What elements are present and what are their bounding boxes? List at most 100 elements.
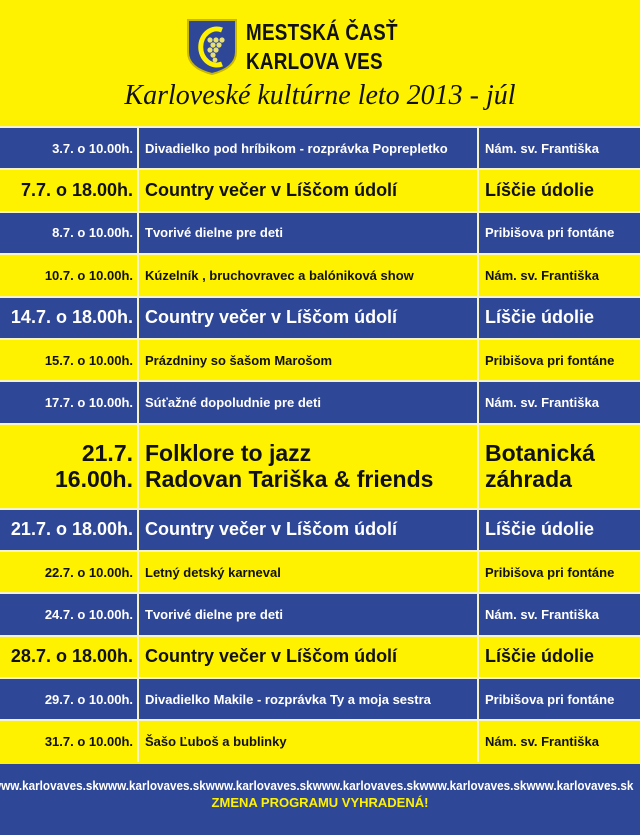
event-row: 14.7. o 18.00h. Country večer v Líščom úd… xyxy=(0,295,640,338)
event-date: 14.7. o 18.00h. xyxy=(0,297,139,338)
event-venue-text: záhrada xyxy=(485,466,572,493)
event-title-text: Country večer v Líščom údolí xyxy=(145,519,398,540)
event-venue-text: Nám. sv. Františka xyxy=(485,734,599,750)
event-title-text: Country večer v Líščom údolí xyxy=(145,180,398,201)
event-title: Divadielko pod hríbikom - rozprávka Popr… xyxy=(139,128,479,169)
poster-header: MESTSKÁ ČASŤ KARLOVA VES Karloveské kult… xyxy=(0,0,640,126)
event-title: Country večer v Líščom údolí xyxy=(139,636,479,678)
event-date-text: 17.7. o 10.00h. xyxy=(44,395,133,411)
event-venue: Pribišova pri fontáne xyxy=(479,213,640,253)
event-venue-text: Líščie údolie xyxy=(485,307,595,328)
event-title-text: Prázdniny so šašom Marošom xyxy=(145,352,333,368)
website-link[interactable]: www.karlovaves.sk xyxy=(205,778,313,793)
event-title: Prázdniny so šašom Marošom xyxy=(139,339,479,381)
event-title-text: Country večer v Líščom údolí xyxy=(145,646,398,667)
event-title: Tvorivé dielne pre deti xyxy=(139,212,479,254)
event-row: 21.7. o 18.00h. Country večer v Líščom úd… xyxy=(0,507,640,550)
org-line-2: KARLOVA VES xyxy=(246,48,383,74)
event-row: 17.7. o 10.00h. Súťažné dopoludnie pre de… xyxy=(0,380,640,423)
event-date-text: 31.7. o 10.00h. xyxy=(44,734,133,750)
event-date: 29.7. o 10.00h. xyxy=(0,679,139,720)
event-date: 3.7. o 10.00h. xyxy=(0,128,139,169)
event-venue-text: Pribišova pri fontáne xyxy=(485,352,615,368)
event-title-text: Letný detský karneval xyxy=(145,564,281,580)
footer: www.karlovaves.sk www.karlovaves.sk www.… xyxy=(0,764,640,835)
event-date-text: 28.7. o 18.00h. xyxy=(10,646,133,667)
event-venue: Pribišova pri fontáne xyxy=(479,552,640,592)
event-venue-text: Nám. sv. Františka xyxy=(485,267,599,283)
event-row: 7.7. o 18.00h. Country večer v Líščom údo… xyxy=(0,168,640,211)
org-line-1: MESTSKÁ ČASŤ xyxy=(246,19,398,45)
event-date: 10.7. o 10.00h. xyxy=(0,255,139,296)
event-venue-text: Nám. sv. Františka xyxy=(485,395,599,411)
event-venue: Nám. sv. Františka xyxy=(479,128,640,168)
website-link[interactable]: www.karlovaves.sk xyxy=(0,778,99,793)
event-title-text: Folklore to jazz xyxy=(145,440,312,467)
event-date-text: 22.7. o 10.00h. xyxy=(44,564,133,580)
event-title: Divadielko Makile - rozprávka Ty a moja … xyxy=(139,679,479,720)
event-title: Tvorivé dielne pre deti xyxy=(139,594,479,635)
website-links: www.karlovaves.sk www.karlovaves.sk www.… xyxy=(0,778,633,793)
event-date: 8.7. o 10.00h. xyxy=(0,212,139,254)
event-venue: Líščie údolie xyxy=(479,510,640,550)
event-venue: Líščie údolie xyxy=(479,637,640,677)
event-title-text: Country večer v Líščom údolí xyxy=(145,307,398,328)
event-date: 31.7. o 10.00h. xyxy=(0,721,139,762)
event-title-text: Tvorivé dielne pre deti xyxy=(145,607,283,622)
event-date-text: 14.7. o 18.00h. xyxy=(10,307,133,328)
event-date-text: 24.7. o 10.00h. xyxy=(44,607,133,622)
event-venue: Líščie údolie xyxy=(479,170,640,210)
event-date: 17.7. o 10.00h. xyxy=(0,382,139,423)
event-title: Kúzelník , bruchovravec a balóniková sho… xyxy=(139,255,479,296)
program-change-note: ZMENA PROGRAMU VYHRADENÁ! xyxy=(211,795,429,810)
website-link[interactable]: www.karlovaves.sk xyxy=(526,778,634,793)
event-venue-text: Pribišova pri fontáne xyxy=(485,691,615,707)
event-date: 21.7. o 18.00h. xyxy=(0,509,139,550)
event-title-text: Divadielko pod hríbikom - rozprávka Popr… xyxy=(145,140,448,156)
event-title: Country večer v Líščom údolí xyxy=(139,509,479,550)
event-date: 28.7. o 18.00h. xyxy=(0,636,139,678)
event-venue-text: Líščie údolie xyxy=(485,646,595,667)
coat-of-arms-icon xyxy=(187,19,237,76)
event-title-text: Radovan Tariška & friends xyxy=(145,466,434,493)
event-venue-text: Pribišova pri fontáne xyxy=(485,564,615,580)
event-row: 28.7. o 18.00h. Country večer v Líščom úd… xyxy=(0,634,640,678)
event-row: 10.7. o 10.00h. Kúzelník , bruchovravec a… xyxy=(0,253,640,296)
event-date-text: 3.7. o 10.00h. xyxy=(52,140,133,156)
event-row: 3.7. o 10.00h. Divadielko pod hríbikom - … xyxy=(0,126,640,169)
website-link[interactable]: www.karlovaves.sk xyxy=(98,778,206,793)
website-link[interactable]: www.karlovaves.sk xyxy=(419,778,527,793)
event-title: Súťažné dopoludnie pre deti xyxy=(139,382,479,423)
website-link[interactable]: www.karlovaves.sk xyxy=(312,778,420,793)
event-date: 24.7. o 10.00h. xyxy=(0,594,139,635)
event-date-text: 8.7. o 10.00h. xyxy=(52,225,133,241)
event-title: Letný detský karneval xyxy=(139,551,479,593)
event-venue-text: Nám. sv. Františka xyxy=(485,140,599,156)
event-row: 21.7. 16.00h. Folklore to jazz Radovan Tari… xyxy=(0,422,640,508)
event-title: Šašo Ľuboš a bublinky xyxy=(139,721,479,762)
event-row: 24.7. o 10.00h. Tvorivé dielne pre deti Ná… xyxy=(0,592,640,635)
event-date-text: 21.7. xyxy=(81,440,133,467)
event-venue-text: Pribišova pri fontáne xyxy=(485,225,615,241)
event-venue-text: Nám. sv. Františka xyxy=(485,607,599,622)
event-title-text: Kúzelník , bruchovravec a balóniková sho… xyxy=(145,267,414,283)
event-venue: Pribišova pri fontáne xyxy=(479,679,640,719)
event-row: 31.7. o 10.00h. Šašo Ľuboš a bublinky Nám.… xyxy=(0,719,640,762)
event-title: Country večer v Líščom údolí xyxy=(139,170,479,211)
event-row: 15.7. o 10.00h. Prázdniny so šašom Marošo… xyxy=(0,337,640,381)
event-title: Folklore to jazz Radovan Tariška & friend… xyxy=(139,424,479,508)
event-row: 8.7. o 10.00h. Tvorivé dielne pre deti Pri… xyxy=(0,210,640,254)
event-venue-text: Botanická xyxy=(485,440,595,467)
event-date-text: 7.7. o 18.00h. xyxy=(20,180,133,201)
event-date: 22.7. o 10.00h. xyxy=(0,551,139,593)
event-title-text: Tvorivé dielne pre deti xyxy=(145,225,283,241)
event-date-text: 29.7. o 10.00h. xyxy=(44,691,133,707)
event-date: 7.7. o 18.00h. xyxy=(0,170,139,211)
event-date-text: 10.7. o 10.00h. xyxy=(44,267,133,283)
event-title-text: Súťažné dopoludnie pre deti xyxy=(145,395,321,411)
event-venue: Nám. sv. Františka xyxy=(479,594,640,634)
event-title-text: Divadielko Makile - rozprávka Ty a moja … xyxy=(145,691,431,707)
event-schedule: 3.7. o 10.00h. Divadielko pod hríbikom - … xyxy=(0,126,640,762)
event-date: 15.7. o 10.00h. xyxy=(0,339,139,381)
event-venue: Nám. sv. Františka xyxy=(479,721,640,761)
